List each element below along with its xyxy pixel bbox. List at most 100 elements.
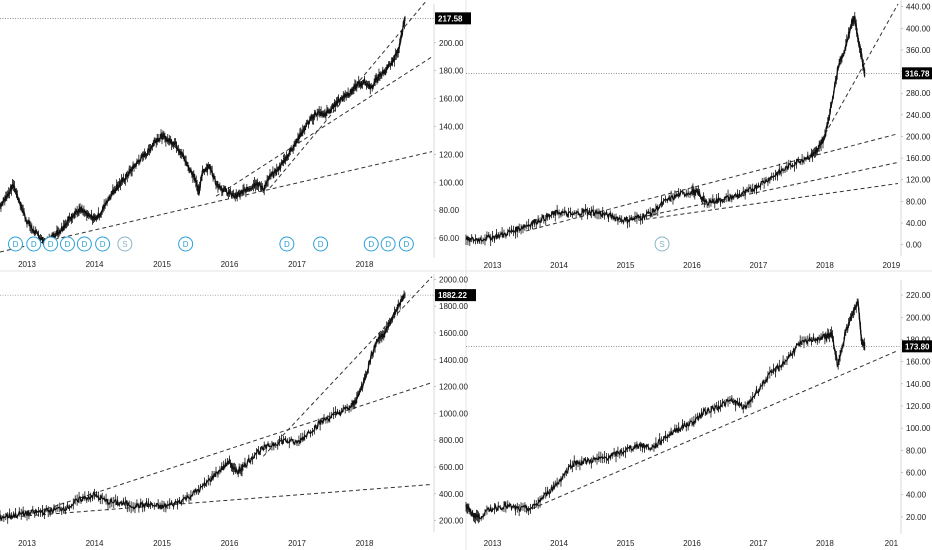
y-tick-label: 200.00 [439, 39, 464, 48]
y-tick-label: 200.00 [906, 132, 931, 141]
marker-label: D [31, 240, 37, 249]
y-tick-label: 1200.00 [439, 383, 468, 392]
dividend-marker[interactable] [178, 236, 194, 252]
marker-label: D [368, 240, 374, 249]
split-marker[interactable] [654, 236, 670, 252]
last-price-badge [902, 67, 932, 80]
y-tick-label: 220.00 [906, 291, 931, 300]
x-tick-label: 2015 [617, 261, 635, 270]
y-tick-label: 1400.00 [439, 356, 468, 365]
y-tick-label: 240.00 [906, 111, 931, 120]
trendline [525, 350, 899, 512]
x-tick-label: 2013 [18, 260, 36, 269]
y-tick-label: 1000.00 [439, 409, 468, 418]
marker-label: D [48, 240, 54, 249]
y-tick-label: 120.00 [906, 176, 931, 185]
y-tick-label: 80.00 [906, 446, 927, 455]
x-tick-label: 2015 [153, 260, 171, 269]
marker-label: D [81, 240, 87, 249]
y-tick-label: 60.00 [906, 469, 927, 478]
chart-panel-3: 200.00 400.00 600.00 800.00 1000.00 1200.00 14… [0, 274, 476, 548]
y-tick-label: 60.00 [439, 234, 460, 243]
marker-label: D [65, 240, 71, 249]
chart-panel-4: 20.00 40.00 60.00 80.00 100.00 120.00 140.00 16… [465, 280, 932, 548]
y-tick-label: 360.00 [906, 46, 931, 55]
x-tick-label: 201 [885, 539, 899, 548]
x-tick-label: 2016 [221, 260, 239, 269]
trendline [0, 151, 433, 253]
last-price-badge [902, 340, 932, 353]
marker-label: D [318, 240, 324, 249]
x-tick-label: 2014 [86, 539, 104, 548]
y-tick-label: 40.00 [906, 219, 927, 228]
price-series-line [465, 15, 866, 244]
x-tick-label: 2014 [550, 261, 568, 270]
x-tick-label: 2017 [288, 260, 306, 269]
dividend-marker[interactable] [43, 236, 59, 252]
x-tick-label: 2018 [356, 260, 374, 269]
y-tick-label: 180.00 [906, 335, 931, 344]
x-tick-label: 2013 [18, 539, 36, 548]
x-tick-label: 2017 [750, 261, 768, 270]
x-tick-label: 2016 [683, 539, 701, 548]
y-tick-label: 400.00 [906, 24, 931, 33]
marker-label: S [659, 240, 664, 249]
x-tick-label: 2018 [816, 539, 834, 548]
dividend-marker[interactable] [60, 236, 75, 252]
trendline [262, 276, 433, 457]
dividend-marker[interactable] [313, 236, 329, 252]
dividend-marker[interactable] [8, 236, 24, 252]
x-tick-label: 2015 [617, 539, 635, 548]
dividend-marker[interactable] [76, 236, 92, 252]
x-tick-label: 2013 [484, 261, 502, 270]
dividend-marker[interactable] [279, 236, 295, 252]
dividend-marker[interactable] [95, 236, 111, 252]
y-tick-label: 0.00 [906, 241, 922, 250]
dividend-marker[interactable] [26, 236, 42, 252]
y-tick-label: 1800.00 [439, 302, 468, 311]
trendline [215, 56, 433, 197]
trendline [26, 382, 433, 516]
dividend-marker[interactable] [398, 236, 414, 252]
last-price-label: 316.78 [905, 69, 930, 78]
last-price-badge [435, 12, 471, 25]
x-tick-label: 2018 [816, 261, 834, 270]
y-tick-label: 120.00 [439, 150, 464, 159]
x-tick-label: 2015 [153, 539, 171, 548]
y-tick-label: 140.00 [439, 123, 464, 132]
y-tick-label: 80.00 [906, 197, 927, 206]
trendline [618, 161, 899, 223]
marker-label: D [183, 240, 189, 249]
y-tick-label: 2000.00 [439, 275, 468, 284]
y-tick-label: 600.00 [439, 463, 464, 472]
marker-label: S [122, 240, 127, 249]
y-tick-label: 180.00 [439, 67, 464, 76]
y-tick-label: 280.00 [906, 89, 931, 98]
x-tick-label: 2014 [86, 260, 104, 269]
marker-label: D [284, 240, 290, 249]
x-tick-label: 2014 [550, 539, 568, 548]
y-tick-label: 100.00 [439, 178, 464, 187]
trendline [0, 483, 433, 519]
y-tick-label: 80.00 [439, 206, 460, 215]
split-marker[interactable] [117, 236, 133, 252]
x-tick-label: 2018 [356, 539, 374, 548]
marker-label: D [385, 240, 391, 249]
y-tick-label: 160.00 [906, 358, 931, 367]
chart-panel-2: 0.00 40.00 80.00 120.00 160.00 200.00 240.00 28… [465, 0, 932, 270]
dividend-marker[interactable] [380, 236, 396, 252]
x-tick-label: 2013 [484, 539, 502, 548]
y-tick-label: 140.00 [906, 380, 931, 389]
last-price-badge [435, 289, 476, 302]
trendline [638, 183, 899, 221]
x-tick-label: 2019 [882, 261, 900, 270]
price-series-line [465, 300, 866, 520]
y-tick-label: 160.00 [906, 154, 931, 163]
y-tick-label: 160.00 [439, 95, 464, 104]
y-tick-label: 20.00 [906, 513, 927, 522]
dividend-marker[interactable] [363, 236, 379, 252]
y-tick-label: 400.00 [439, 490, 464, 499]
marker-label: D [403, 240, 409, 249]
chart-panel-1: 60.00 80.00 100.00 120.00 140.00 160.00 180.00… [0, 0, 471, 269]
